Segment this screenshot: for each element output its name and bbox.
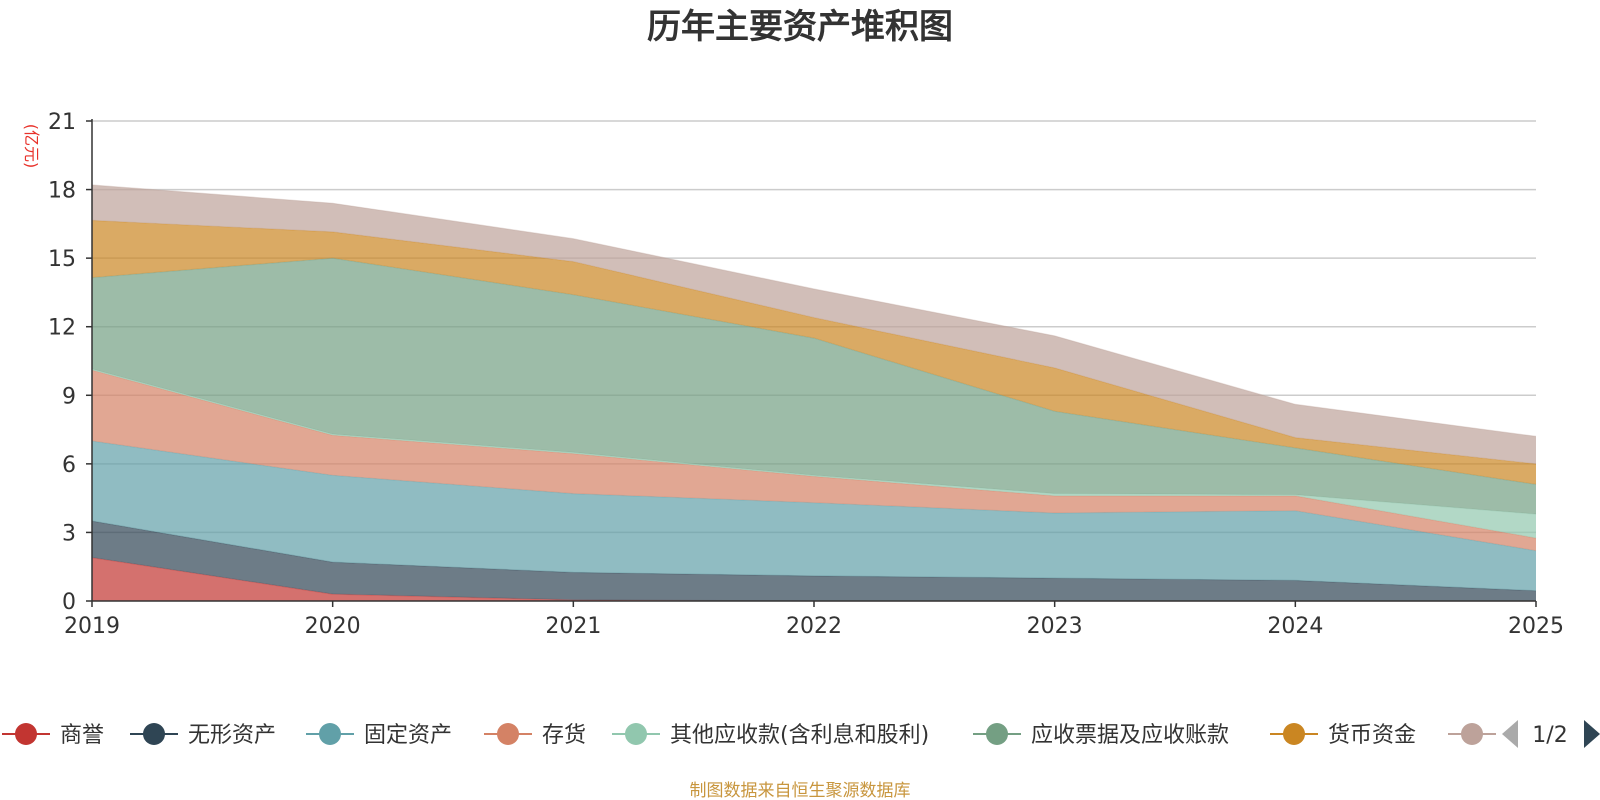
x-tick-label: 2022 xyxy=(786,614,842,639)
y-axis-unit: (亿元) xyxy=(22,124,41,169)
y-tick-label: 0 xyxy=(62,590,76,615)
legend-label: 货币资金 xyxy=(1328,723,1416,748)
legend-item[interactable]: 存货 xyxy=(484,723,586,748)
area-series-6 xyxy=(92,220,1536,485)
area-series-4 xyxy=(92,369,1536,539)
legend[interactable]: 商誉 无形资产 固定资产 存货 其他应收款(含利息和股利) 应收票据及应收账款 货币资金 xyxy=(2,723,1496,748)
legend-marker-icon xyxy=(986,723,1008,745)
area-series-3 xyxy=(92,370,1536,551)
area-series-line-7 xyxy=(91,184,1537,437)
y-tick-label: 3 xyxy=(62,521,76,546)
legend-label: 无形资产 xyxy=(188,723,276,748)
area-series-1 xyxy=(92,521,1536,601)
legend-marker-icon xyxy=(1283,723,1305,745)
legend-label: 固定资产 xyxy=(364,723,452,748)
legend-marker-icon xyxy=(143,723,165,745)
chart-title: 历年主要资产堆积图 xyxy=(647,7,953,47)
x-tick-label: 2025 xyxy=(1508,614,1564,639)
x-tick-label: 2020 xyxy=(305,614,361,639)
area-series-0 xyxy=(92,557,1536,601)
legend-item[interactable]: 其他应收款(含利息和股利) xyxy=(612,723,929,748)
legend-label: 商誉 xyxy=(60,723,104,748)
x-tick-label: 2023 xyxy=(1027,614,1083,639)
y-tick-label: 6 xyxy=(62,453,76,478)
y-tick-label: 18 xyxy=(48,179,76,204)
x-tick-label: 2021 xyxy=(545,614,601,639)
area-series xyxy=(91,184,1537,602)
legend-pager: 1/2 xyxy=(1502,720,1600,748)
x-tick-label: 2019 xyxy=(64,614,120,639)
legend-item[interactable]: 应收票据及应收账款 xyxy=(973,723,1229,748)
legend-prev-page-icon[interactable] xyxy=(1502,720,1518,748)
legend-label: 应收票据及应收账款 xyxy=(1031,723,1229,748)
legend-label: 存货 xyxy=(542,723,586,748)
legend-page-indicator: 1/2 xyxy=(1532,723,1567,748)
legend-item[interactable] xyxy=(1448,723,1496,745)
axes: 0 3 6 9 12 15 18 21 2019 2020 2021 2022 2023 2024 2025 xyxy=(48,110,1564,639)
legend-label: 其他应收款(含利息和股利) xyxy=(670,723,929,748)
area-series-2 xyxy=(92,441,1536,591)
legend-marker-icon xyxy=(1461,723,1483,745)
y-tick-label: 21 xyxy=(48,110,76,135)
area-series-7 xyxy=(92,185,1536,464)
legend-marker-icon xyxy=(15,723,37,745)
legend-item[interactable]: 商誉 xyxy=(2,723,104,748)
legend-item[interactable]: 固定资产 xyxy=(306,723,452,748)
area-series-5 xyxy=(92,258,1536,515)
legend-marker-icon xyxy=(497,723,519,745)
x-tick-label: 2024 xyxy=(1267,614,1323,639)
y-tick-label: 12 xyxy=(48,316,76,341)
data-source-note: 制图数据来自恒生聚源数据库 xyxy=(690,781,911,800)
legend-item[interactable]: 无形资产 xyxy=(130,723,276,748)
y-tick-label: 15 xyxy=(48,247,76,272)
legend-marker-icon xyxy=(625,723,647,745)
y-tick-label: 9 xyxy=(62,384,76,409)
legend-next-page-icon[interactable] xyxy=(1584,720,1600,748)
legend-item[interactable]: 货币资金 xyxy=(1270,723,1416,748)
legend-marker-icon xyxy=(319,723,341,745)
